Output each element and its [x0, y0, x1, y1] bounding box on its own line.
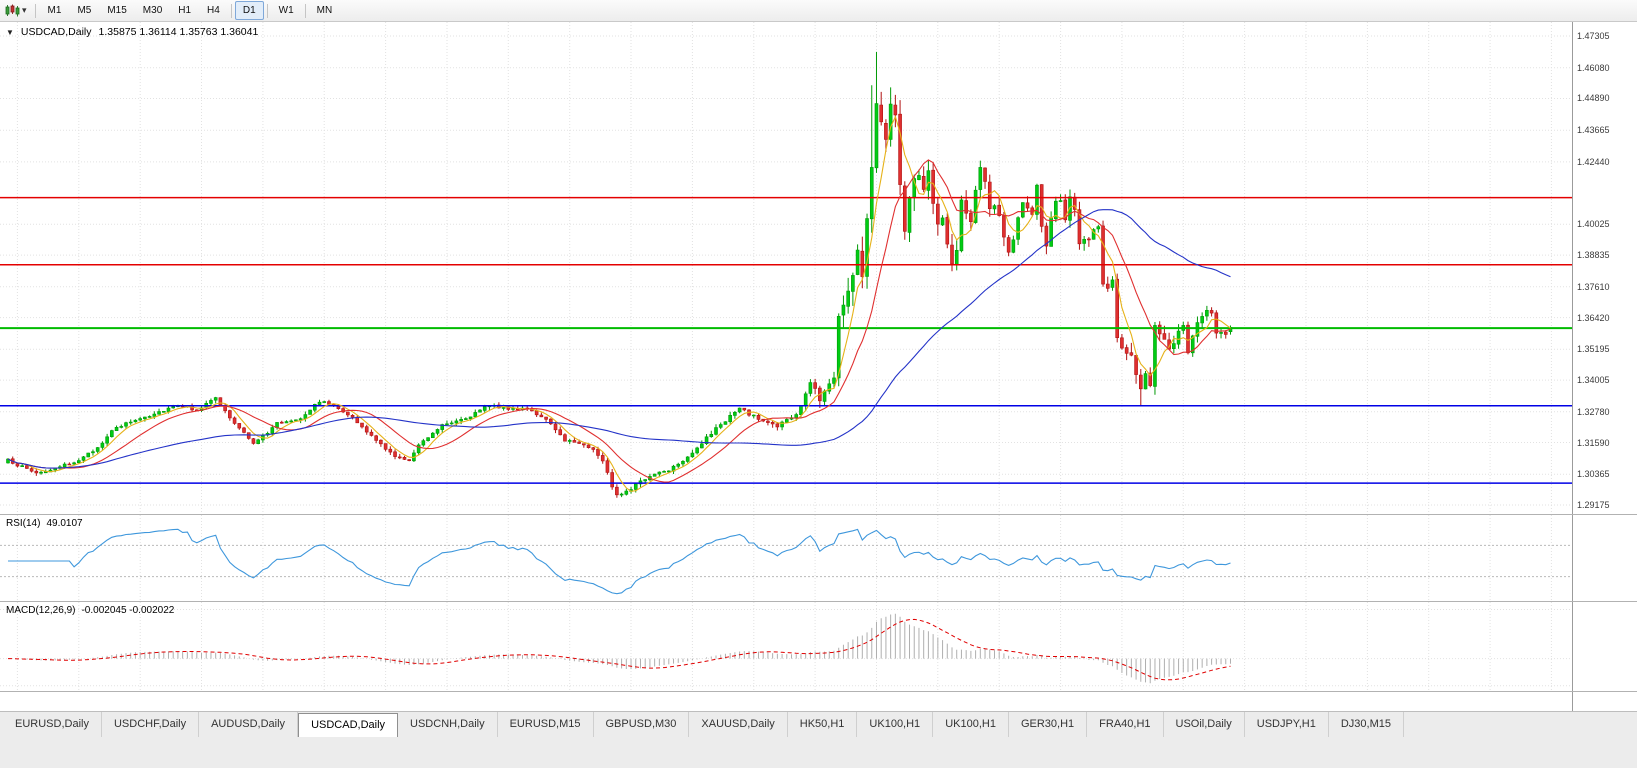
price-tick-label: 1.38835 [1577, 250, 1610, 261]
chart-tab-HK50-H1[interactable]: HK50,H1 [788, 712, 858, 737]
toolbar-separator [34, 3, 36, 18]
chart-tab-XAUUSD-Daily[interactable]: XAUUSD,Daily [689, 712, 788, 737]
price-tick-label: 1.32780 [1577, 406, 1610, 417]
chart-tab-EURUSD-M15[interactable]: EURUSD,M15 [498, 712, 594, 737]
timeframe-button-MN[interactable]: MN [316, 5, 333, 16]
chart-tab-UK100-H1[interactable]: UK100,H1 [857, 712, 934, 737]
chart-tab-USDCNH-Daily[interactable]: USDCNH,Daily [398, 712, 498, 737]
price-tick-label: 1.36420 [1577, 312, 1610, 323]
chart-tab-USDCAD-Daily[interactable]: USDCAD,Daily [298, 713, 399, 737]
chart-tab-bar: EURUSD,Daily USDCHF,Daily AUDUSD,Daily USDC… [0, 711, 1637, 737]
timeframe-button-H4[interactable]: H4 [207, 5, 220, 16]
chart-tab-DJ30-M15[interactable]: DJ30,M15 [1329, 712, 1404, 737]
chart-tab-USDCHF-Daily[interactable]: USDCHF,Daily [102, 712, 200, 737]
toolbar-separator [266, 3, 268, 18]
price-tick-label: 1.40025 [1577, 219, 1610, 230]
timeframe-toolbar: ▾ M1 M5 M15 M30 H1 H4 D1 W1 MN [0, 0, 1637, 22]
chart-window: ▼ USDCAD,Daily 1.35875 1.36114 1.35763 1… [0, 22, 1637, 711]
chart-tab-USDJPY-H1[interactable]: USDJPY,H1 [1245, 712, 1329, 737]
symbol-name: USDCAD,Daily [20, 26, 92, 38]
timeframe-button-M1[interactable]: M1 [47, 5, 62, 16]
price-tick-label: 1.47305 [1577, 31, 1610, 41]
panel-separator[interactable] [0, 514, 1637, 515]
price-tick-label: 1.31590 [1577, 437, 1610, 448]
chart-tab-GBPUSD-M30[interactable]: GBPUSD,M30 [594, 712, 690, 737]
chart-tab-EURUSD-Daily[interactable]: EURUSD,Daily [3, 712, 102, 737]
price-tick-label: 1.29175 [1577, 500, 1610, 510]
macd-indicator-values: -0.002045 -0.002022 [81, 605, 175, 616]
price-tick-label: 1.35195 [1577, 344, 1610, 355]
ohlc-values: 1.35875 1.36114 1.35763 1.36041 [98, 26, 259, 38]
chart-type-dropdown-caret-icon[interactable]: ▾ [22, 5, 27, 15]
timeframe-button-W1[interactable]: W1 [278, 5, 294, 16]
price-tick-label: 1.44890 [1577, 93, 1610, 104]
macd-header: MACD(12,26,9) -0.002045 -0.002022 [6, 605, 174, 616]
macd-indicator-name: MACD(12,26,9) [6, 605, 76, 616]
price-tick-label: 1.43665 [1577, 125, 1610, 136]
toolbar-separator [304, 3, 306, 18]
chart-tab-AUDUSD-Daily[interactable]: AUDUSD,Daily [199, 712, 299, 737]
chart-tab-FRA40-H1[interactable]: FRA40,H1 [1087, 712, 1164, 737]
timeframe-button-M30[interactable]: M30 [142, 5, 163, 16]
symbol-header: ▼ USDCAD,Daily 1.35875 1.36114 1.35763 1… [6, 26, 258, 38]
rsi-header: RSI(14) 49.0107 [6, 518, 83, 529]
timeframe-button-M15[interactable]: M15 [107, 5, 127, 16]
timeframe-button-D1[interactable]: D1 [234, 1, 264, 20]
rsi-indicator-value: 49.0107 [46, 518, 83, 529]
price-tick-label: 1.46080 [1577, 62, 1610, 73]
chart-type-icon[interactable] [5, 4, 20, 17]
one-click-trading-triangle-icon[interactable]: ▼ [6, 27, 14, 37]
rsi-indicator-chart[interactable] [0, 515, 1572, 601]
price-axis[interactable]: 1.47305 1.46080 1.44890 1.43665 1.42440 1.400… [1572, 22, 1637, 711]
rsi-indicator-name: RSI(14) [6, 518, 41, 529]
status-bar-area [0, 737, 1637, 768]
main-price-chart[interactable] [0, 22, 1572, 514]
candlestick-glyph [5, 4, 20, 17]
price-tick-label: 1.34005 [1577, 375, 1610, 386]
price-tick-label: 1.30365 [1577, 469, 1610, 480]
panel-separator[interactable] [0, 601, 1637, 602]
timeframe-buttons: M1 M5 M15 M30 H1 H4 D1 W1 MN [40, 1, 341, 20]
macd-indicator-chart[interactable] [0, 602, 1572, 691]
panel-separator[interactable] [0, 691, 1637, 692]
price-tick-label: 1.37610 [1577, 281, 1610, 292]
price-tick-label: 1.42440 [1577, 156, 1610, 167]
toolbar-separator [230, 3, 232, 18]
chart-tab-USOil-Daily[interactable]: USOil,Daily [1164, 712, 1245, 737]
timeframe-button-H1[interactable]: H1 [178, 5, 192, 16]
chart-tab-GER30-H1[interactable]: GER30,H1 [1009, 712, 1088, 737]
chart-tab-UK100-H1[interactable]: UK100,H1 [933, 712, 1009, 737]
date-axis[interactable] [0, 692, 1572, 711]
timeframe-button-M5[interactable]: M5 [77, 5, 92, 16]
